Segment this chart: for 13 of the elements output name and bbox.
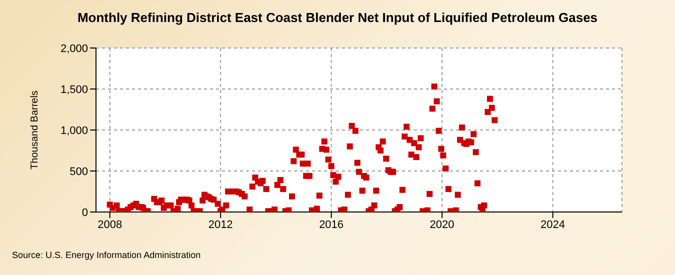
x-tick-label: 2020 xyxy=(430,218,454,231)
y-tick-label: 2,000 xyxy=(60,42,88,55)
x-tick-label: 2008 xyxy=(98,218,122,231)
y-tick-label: 500 xyxy=(70,166,88,178)
x-tick-label: 2012 xyxy=(208,218,233,231)
x-tick-label: 2016 xyxy=(319,218,344,231)
y-axis-title: Thousand Barrels xyxy=(30,90,41,170)
chart-title: Monthly Refining District East Coast Blender Net Input of Liquified Petroleum Gases xyxy=(76,10,599,25)
x-tick-label: 2024 xyxy=(540,218,566,231)
y-tick-label: 1,000 xyxy=(60,124,88,137)
y-tick-label: 1,500 xyxy=(60,84,88,96)
source-note: Source: U.S. Energy Information Administration xyxy=(12,250,201,260)
y-tick-label: 0 xyxy=(82,206,88,219)
